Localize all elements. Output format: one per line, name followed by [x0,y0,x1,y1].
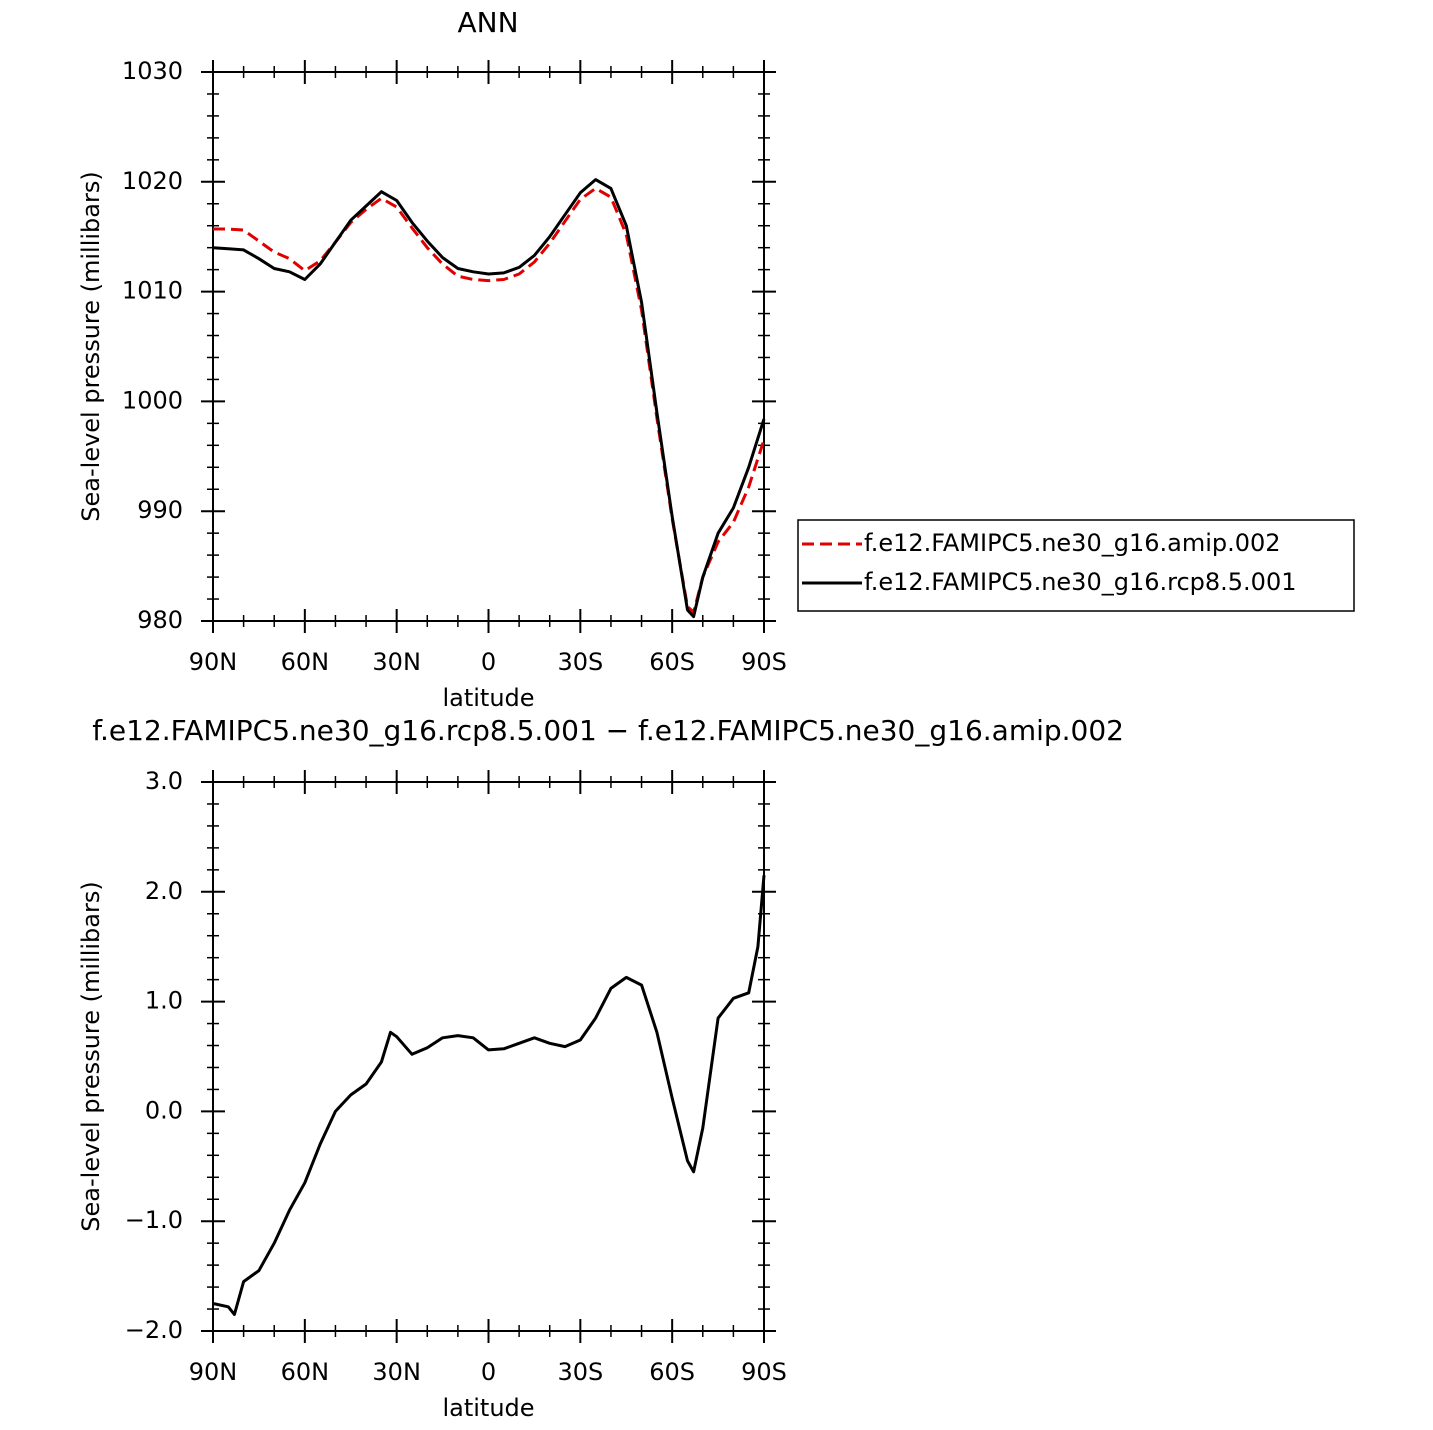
data-line [213,186,766,614]
x-tick-label: 60S [649,648,695,676]
x-tick-label: 30N [372,1358,421,1386]
x-tick-label: 30S [557,648,603,676]
x-axis-label: latitude [442,1394,534,1422]
y-tick-label: −1.0 [125,1206,183,1234]
x-tick-label: 90S [741,648,787,676]
plot-frame [212,781,765,1332]
y-tick-label: 1000 [122,386,183,414]
chart-title: ANN [457,6,518,39]
x-tick-label: 60S [649,1358,695,1386]
legend: f.e12.FAMIPC5.ne30_g16.amip.002 f.e12.FAM… [797,519,1355,612]
legend-label: f.e12.FAMIPC5.ne30_g16.amip.002 [864,529,1281,557]
legend-box [797,519,1355,612]
y-axis-label: Sea-level pressure (millibars) [77,881,105,1231]
plot-frame [212,71,765,622]
x-axis-label: latitude [442,684,534,712]
chart-title: f.e12.FAMIPC5.ne30_g16.rcp8.5.001 − f.e1… [92,714,1124,747]
x-tick-label: 90N [189,1358,238,1386]
data-line [212,178,766,619]
y-tick-label: 0.0 [145,1096,183,1124]
x-tick-label: 90N [189,648,238,676]
data-line [212,875,766,1316]
y-axis-label: Sea-level pressure (millibars) [77,171,105,521]
x-tick-label: 60N [281,1358,330,1386]
y-tick-label: 2.0 [145,877,183,905]
x-tick-label: 60N [281,648,330,676]
legend-label: f.e12.FAMIPC5.ne30_g16.rcp8.5.001 [864,568,1297,596]
y-tick-label: 1020 [122,167,183,195]
y-tick-label: 990 [137,496,183,524]
x-tick-label: 30S [557,1358,603,1386]
y-tick-label: 1030 [122,57,183,85]
y-tick-label: −2.0 [125,1316,183,1344]
x-tick-label: 0 [481,648,496,676]
y-tick-label: 1.0 [145,987,183,1015]
x-tick-label: 0 [481,1358,496,1386]
y-tick-label: 980 [137,606,183,634]
y-tick-label: 3.0 [145,767,183,795]
x-tick-label: 30N [372,648,421,676]
x-tick-label: 90S [741,1358,787,1386]
y-tick-label: 1010 [122,277,183,305]
